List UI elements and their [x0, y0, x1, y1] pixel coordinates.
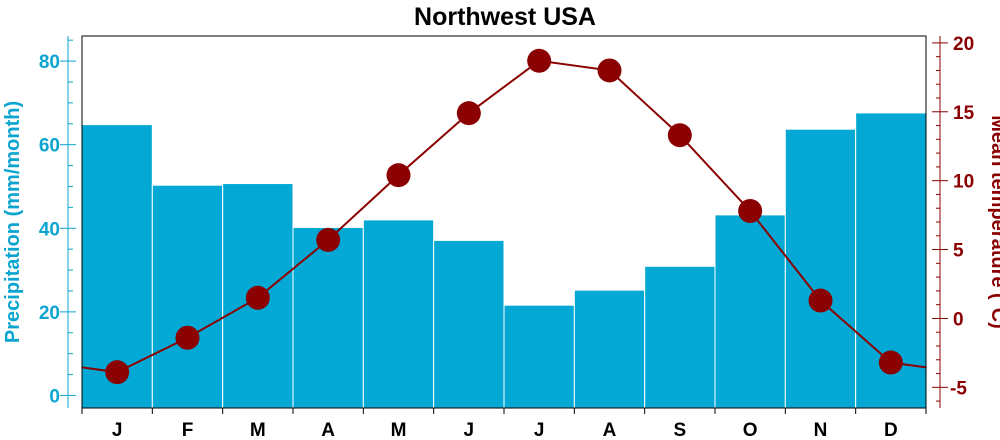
- month-label: O: [743, 420, 758, 440]
- temperature-tick-label: -5: [950, 378, 967, 399]
- temperature-tick-label: 10: [953, 172, 974, 193]
- precipitation-tick-label: 40: [39, 219, 60, 240]
- month-label: J: [464, 420, 475, 440]
- month-label: M: [391, 420, 407, 440]
- temperature-point: [808, 288, 833, 313]
- temperature-point: [667, 123, 692, 148]
- temperature-axis-label: Mean temperature (°C): [987, 115, 1000, 329]
- precipitation-bar: [784, 128, 857, 409]
- temperature-tick-label: 20: [953, 34, 974, 55]
- precipitation-bar: [292, 226, 364, 409]
- temperature-line-layer: [81, 48, 927, 385]
- temperature-tick-label: 5: [953, 241, 964, 262]
- temperature-tick-label: 15: [953, 103, 975, 124]
- precipitation-axis: 0 20 40 60 80: [39, 36, 76, 408]
- precipitation-bar: [503, 304, 575, 409]
- month-label: N: [814, 420, 828, 440]
- precipitation-tick-label: 0: [49, 386, 60, 407]
- temperature-point: [105, 360, 130, 385]
- month-label: J: [534, 420, 545, 440]
- temperature-point: [245, 285, 270, 310]
- temperature-line: [81, 59, 927, 374]
- month-label: J: [112, 420, 123, 440]
- temperature-point: [316, 227, 341, 252]
- temperature-point: [456, 101, 481, 126]
- temperature-axis: -5 0 5 10 15 20: [932, 34, 975, 408]
- precipitation-tick-label: 60: [39, 136, 60, 157]
- chart-title: Northwest USA: [414, 3, 596, 31]
- temperature-tick-label: 0: [953, 309, 964, 330]
- precipitation-tick-label: 80: [39, 52, 60, 73]
- month-label: S: [673, 420, 686, 440]
- precipitation-bar: [362, 219, 435, 409]
- temperature-point: [738, 198, 763, 223]
- temperature-point: [527, 48, 552, 73]
- precipitation-tick-label: 20: [39, 303, 60, 324]
- month-label: D: [884, 420, 898, 440]
- temperature-point: [386, 163, 411, 188]
- month-label: F: [182, 420, 194, 440]
- precipitation-axis-label: Precipitation (mm/month): [2, 101, 24, 343]
- temperature-point: [175, 325, 200, 350]
- temperature-point: [597, 58, 622, 83]
- month-label: A: [321, 420, 335, 440]
- month-label: M: [250, 420, 266, 440]
- precipitation-bar: [573, 289, 646, 409]
- month-label: A: [603, 420, 617, 440]
- precipitation-bar: [433, 239, 505, 409]
- precipitation-bars: [81, 112, 927, 409]
- precipitation-bar: [151, 184, 224, 409]
- temperature-point: [878, 350, 903, 375]
- precipitation-bar: [644, 265, 716, 409]
